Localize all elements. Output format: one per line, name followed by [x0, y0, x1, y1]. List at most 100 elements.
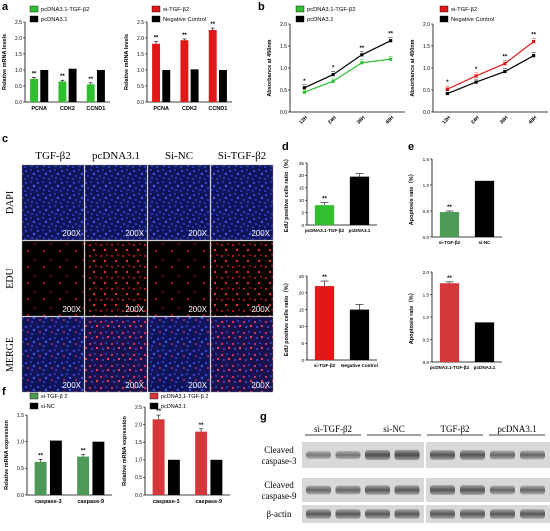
b-right-y-tick-label: 1.0: [423, 66, 430, 72]
f-left-bar: [92, 441, 105, 495]
microscopy-column-label: pcDNA3.1: [92, 150, 140, 162]
panel-f-right: 0.0 0.5 1.0 1.5 2.0 2.5 Relative mRNA expressi…: [122, 392, 230, 499]
f-right-bar: [167, 459, 180, 495]
e-bottom-y-tick-label: 0.0: [423, 360, 430, 365]
b-left-point: [302, 90, 306, 94]
e-bottom-x-tick-label: pcDNA3.1: [474, 365, 496, 370]
d-bottom-bar: [314, 286, 335, 360]
b-left-y-tick-label: 1.0: [280, 66, 287, 72]
a-right-y-tick-label: 2.0: [137, 36, 144, 42]
panel-label-c: c: [2, 133, 8, 145]
d-bottom-x-tick-label: Negative Control: [341, 363, 378, 368]
a-left-legend-swatch: [29, 15, 39, 23]
b-left-y-tick-label: 0.0: [280, 110, 287, 116]
a-left-y-axis-label: Relative mRNA levels: [2, 34, 8, 90]
f-right-legend-swatch: [149, 402, 159, 410]
b-left-y-axis-label: Absorbance at 450nm: [267, 39, 273, 96]
b-right-legend-label: Negative Control: [451, 17, 494, 23]
b-right-x-tick-label: 36H: [499, 115, 510, 126]
magnification-label: 200X: [251, 381, 270, 390]
panel-a-right: 0.0 0.5 1.0 1.5 2.0 2.5 Relative mRNA levels si…: [124, 5, 232, 106]
blot-band: [306, 485, 331, 495]
blot-band: [430, 509, 455, 519]
magnification-label: 200X: [251, 229, 270, 238]
magnification-label: 200X: [62, 229, 81, 238]
f-right-y-tick-label: 0.0: [135, 493, 142, 499]
b-right-point: [445, 91, 449, 96]
microscopy-column-label: Si-NC: [165, 150, 193, 162]
f-left-bar: [49, 440, 62, 495]
microscopy-column-label: Si-TGF-β2: [218, 150, 266, 162]
e-bottom-bar: [439, 283, 460, 362]
a-left-x-tick-label: CDK2: [60, 106, 75, 112]
b-left-legend-label: pcDNA3.1-TGF-β2: [307, 7, 355, 13]
b-left-y-tick-label: 0.5: [280, 88, 287, 94]
d-top-x-tick-label: pcDNA3.1-TGF-β2: [305, 228, 345, 233]
a-right-significance: **: [210, 22, 215, 28]
d-bottom-y-tick-label: 20: [299, 291, 305, 296]
b-left-significance: **: [360, 46, 365, 52]
panel-b-right: 0.0 0.5 1.0 1.5 2.0 Absorbance at 450nm si-TGF…: [410, 5, 548, 116]
blot-band: [335, 509, 361, 519]
f-right-x-tick-label: caspase-3: [153, 499, 180, 505]
microscopy-image-merge: [210, 316, 274, 393]
f-left-bar: [34, 461, 47, 495]
a-left-significance: **: [32, 71, 37, 77]
panel-label-a: a: [2, 1, 9, 13]
blot-band-label: caspase-9: [262, 491, 297, 501]
d-bottom-y-tick-label: 10: [299, 324, 305, 329]
a-right-y-axis-label: Relative mRNA levels: [124, 34, 130, 90]
blot-band: [460, 485, 485, 495]
blot-band: [306, 451, 331, 459]
b-left-x-tick-label: 12H: [298, 115, 309, 126]
d-bottom-y-tick-label: 25: [299, 274, 305, 279]
d-top-x-tick-label: pcDNA3.1: [349, 228, 371, 233]
a-left-bar: [68, 68, 77, 102]
b-right-chart: 12H 24H 36H 48H: [441, 38, 539, 126]
f-right-y-tick-label: 0.5: [135, 475, 142, 481]
b-left-point: [389, 57, 393, 61]
b-left-point: [389, 39, 393, 43]
microscopy-column-label: TGF-β2: [35, 150, 71, 162]
microscopy-image-edu: [147, 240, 211, 317]
f-right-legend-swatch: [149, 392, 159, 400]
blot-band: [430, 450, 455, 460]
b-left-y-tick-label: 1.5: [280, 44, 287, 50]
e-top-x-tick-label: si-TGF-β2: [439, 240, 461, 245]
blot-band-label: β-actin: [266, 509, 292, 519]
e-bottom-y-tick-label: 0.5: [423, 337, 430, 342]
e-top-y-tick-label: 1.5: [423, 157, 430, 162]
blot-band: [394, 449, 420, 461]
a-right-legend-label: Negative Control: [163, 17, 206, 23]
a-right-bar: [152, 43, 161, 102]
blot-band-label: Cleaved: [264, 480, 294, 490]
b-left-legend-swatch: [295, 15, 305, 23]
d-top-chart: ** pcDNA3.1-TGF-β2 pcDNA3.1: [305, 173, 371, 233]
b-right-x-tick-label: 24H: [470, 115, 481, 126]
e-bottom-significance: **: [447, 276, 452, 282]
f-left-y-tick-label: 1.0: [17, 439, 24, 445]
d-bottom-y-axis-label: EdU positive cells ratio（%）: [282, 280, 290, 356]
a-right-legend-swatch: [151, 5, 161, 13]
microscopy-image-edu: [21, 240, 85, 317]
magnification-label: 200X: [62, 381, 81, 390]
a-right-legend-label: si-TGF-β2: [163, 7, 189, 13]
magnification-label: 200X: [62, 305, 81, 314]
d-top-y-axis-label: EdU positive cells ratio（%）: [282, 156, 290, 232]
f-right-legend-label: pcDNA3.1: [161, 404, 186, 410]
b-right-y-tick-label: 2.0: [423, 22, 430, 28]
b-right-legend-swatch: [439, 5, 449, 13]
blot-band: [520, 450, 545, 460]
blot-band: [520, 509, 545, 519]
f-left-significance: **: [38, 453, 43, 459]
f-left-y-tick-label: 1.5: [17, 413, 24, 419]
microscopy-row-label: DAPI: [5, 191, 16, 214]
b-right-point: [474, 74, 478, 78]
panel-label-g: g: [260, 411, 267, 423]
b-left-significance: **: [388, 32, 393, 38]
b-left-point: [302, 86, 306, 90]
d-bottom-chart: ** si-TGF-β2 Negative Control: [314, 275, 378, 368]
f-left-bar: [77, 456, 90, 495]
d-bottom-significance: **: [322, 275, 327, 281]
blot-band: [490, 509, 515, 519]
